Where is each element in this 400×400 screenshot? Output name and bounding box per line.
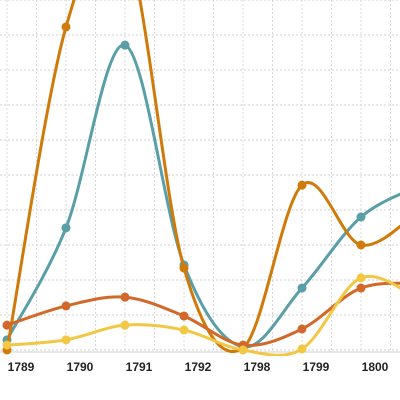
line-series [6,281,400,347]
data-point [179,325,189,335]
data-point [179,311,189,321]
x-tick-label: 1790 [67,360,94,374]
data-point [120,292,130,302]
x-tick-label: 1799 [303,360,330,374]
line-series [5,0,400,353]
data-point [61,22,71,32]
data-point [179,263,189,273]
data-point [120,40,130,50]
data-point [238,345,248,355]
data-point [297,324,307,334]
data-point [61,223,71,233]
data-point [356,212,366,222]
data-point [356,273,366,283]
data-point [356,240,366,250]
data-point [61,301,71,311]
x-tick-label: 1792 [185,360,212,374]
data-point [120,320,130,330]
x-axis: 1789 1790 1791 1792 1798 1799 1800 [8,360,389,374]
x-tick-label: 1800 [362,360,389,374]
data-point [297,180,307,190]
x-tick-label: 1789 [8,360,35,374]
plot-area [2,0,400,356]
x-tick-label: 1798 [244,360,271,374]
x-tick-label: 1791 [126,360,153,374]
data-point [61,335,71,345]
data-point [2,340,12,350]
data-point [2,320,12,330]
data-point [297,344,307,354]
data-point [297,283,307,293]
data-point [356,283,366,293]
